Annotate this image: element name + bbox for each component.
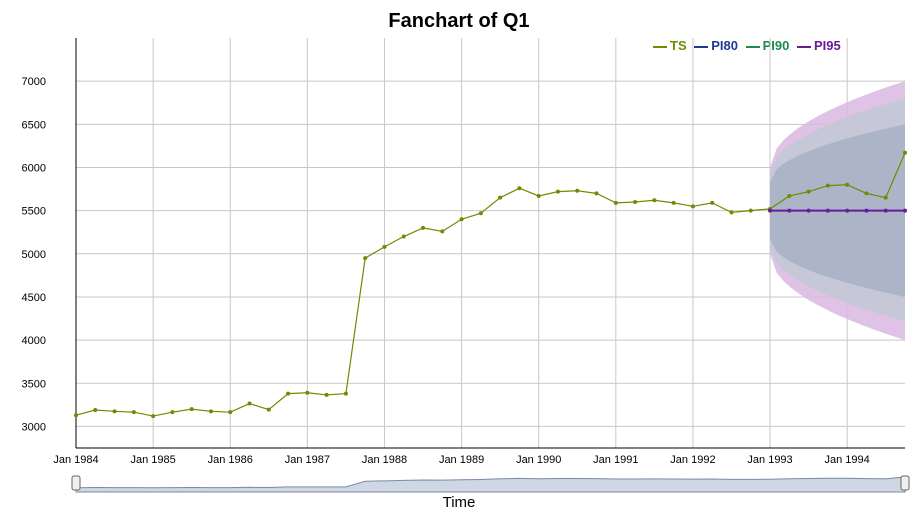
data-point-ts [382, 244, 387, 249]
x-axis-label: Time [442, 494, 476, 511]
data-point-ts [517, 186, 522, 191]
y-tick-label: 3000 [22, 421, 46, 433]
data-point-ts [247, 401, 252, 406]
data-point-pi95 [768, 208, 773, 213]
y-tick-label: 7000 [22, 76, 46, 88]
series-line-ts [75, 152, 906, 417]
y-tick-label: 4000 [22, 335, 46, 347]
data-point-ts [825, 183, 830, 188]
data-point-ts [93, 408, 98, 413]
data-point-ts [594, 191, 599, 196]
data-point-ts [112, 409, 117, 414]
data-point-ts [74, 413, 78, 418]
data-point-ts [189, 407, 194, 412]
data-point-ts [806, 189, 811, 194]
data-point-ts [343, 391, 348, 396]
navigator-series [75, 476, 906, 493]
data-point-ts [305, 390, 310, 395]
x-tick-label: Jan 1988 [362, 454, 407, 466]
data-point-ts [903, 150, 907, 155]
x-tick-label: Jan 1985 [130, 454, 175, 466]
legend-swatch-ts [653, 45, 667, 48]
navigator-left-handle[interactable] [71, 475, 81, 491]
data-point-ts [690, 204, 695, 209]
y-tick-label: 6000 [22, 162, 46, 174]
legend-item-ts[interactable]: TS [653, 38, 687, 53]
chart-title: Fanchart of Q1 [388, 10, 530, 32]
legend-swatch-pi95 [797, 45, 811, 48]
x-tick-label: Jan 1994 [825, 454, 870, 466]
y-tick-label: 3500 [22, 378, 46, 390]
data-point-ts [555, 189, 560, 194]
legend-item-pi90[interactable]: PI90 [745, 38, 790, 53]
y-tick-label: 4500 [22, 292, 46, 304]
legend-label-pi80: PI80 [711, 38, 738, 53]
data-point-ts [266, 407, 271, 412]
legend-label-pi90: PI90 [762, 38, 790, 53]
data-point-ts [633, 200, 638, 204]
data-point-ts [864, 191, 869, 196]
data-point-ts [575, 188, 580, 193]
data-point-ts [208, 409, 213, 414]
data-point-pi95 [806, 208, 811, 213]
data-point-ts [151, 414, 156, 419]
legend-swatch-pi80 [694, 45, 709, 48]
x-tick-label: Jan 1987 [285, 454, 330, 466]
y-tick-label: 5500 [22, 206, 46, 218]
legend-item-pi95[interactable]: PI95 [797, 38, 841, 53]
navigator-right-handle[interactable] [900, 475, 910, 491]
legend: TS PI80 PI90 PI95 [653, 38, 845, 53]
data-point-ts [286, 391, 291, 396]
legend-item-pi80[interactable]: PI80 [694, 38, 738, 53]
x-tick-label: Jan 1986 [208, 454, 253, 466]
data-point-ts [421, 225, 426, 230]
data-point-ts [498, 195, 503, 200]
data-point-ts [401, 234, 406, 239]
data-point-ts [170, 410, 175, 415]
data-point-ts [440, 229, 445, 234]
data-point-pi95 [903, 208, 907, 213]
data-point-pi95 [883, 208, 888, 213]
x-tick-label: Jan 1989 [439, 454, 484, 466]
data-point-ts [748, 208, 753, 213]
data-point-ts [729, 210, 734, 215]
data-point-ts [478, 211, 483, 216]
data-point-ts [613, 200, 618, 205]
x-tick-label: Jan 1991 [593, 454, 638, 466]
data-point-ts [787, 193, 792, 198]
data-point-ts [131, 410, 136, 415]
y-tick-label: 6500 [22, 119, 46, 131]
data-point-ts [324, 392, 329, 397]
data-point-ts [883, 195, 888, 200]
data-point-ts [710, 200, 715, 205]
legend-swatch-pi90 [745, 45, 760, 48]
data-point-ts [363, 256, 368, 261]
data-point-ts [671, 200, 676, 205]
data-point-ts [845, 182, 850, 187]
data-point-pi95 [787, 208, 792, 213]
data-point-ts [652, 198, 657, 203]
y-tick-label: 5000 [22, 249, 46, 261]
data-point-ts [459, 217, 464, 222]
data-point-ts [228, 410, 233, 415]
data-point-ts [536, 193, 541, 198]
x-tick-label: Jan 1993 [747, 454, 792, 466]
x-tick-label: Jan 1990 [516, 454, 561, 466]
data-point-pi95 [864, 208, 869, 213]
legend-label-pi95: PI95 [814, 38, 841, 53]
data-point-pi95 [845, 208, 850, 213]
legend-label-ts: TS [670, 38, 687, 53]
data-point-pi95 [825, 208, 830, 213]
x-tick-label: Jan 1992 [670, 454, 715, 466]
x-tick-label: Jan 1984 [53, 454, 98, 466]
